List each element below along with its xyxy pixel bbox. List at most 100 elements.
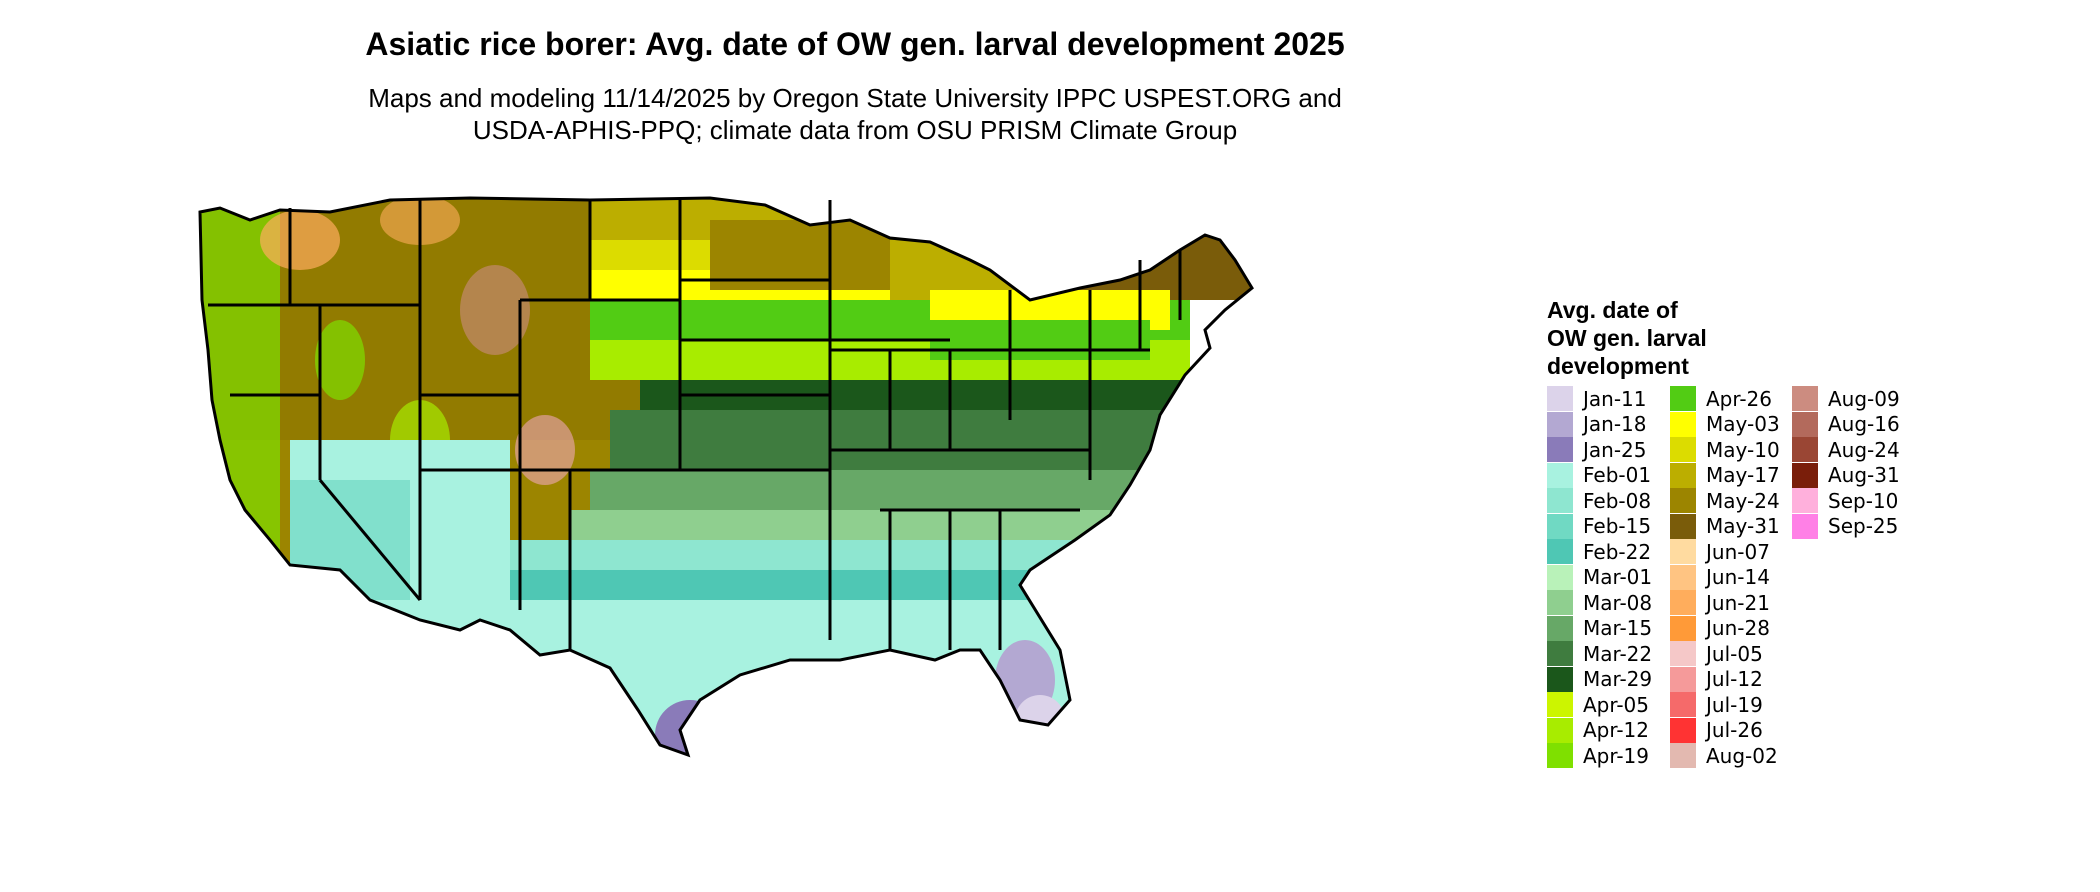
- legend-label: Jul-19: [1706, 692, 1763, 717]
- legend-item: May-24: [1670, 488, 1780, 513]
- legend-swatch: [1547, 386, 1573, 411]
- legend-swatch: [1547, 564, 1573, 590]
- legend-item: Apr-12: [1547, 717, 1649, 743]
- legend-item: Mar-08: [1547, 590, 1652, 615]
- legend-label: Jan-25: [1583, 437, 1647, 462]
- legend-swatch: [1670, 437, 1696, 462]
- legend-swatch: [1547, 437, 1573, 462]
- legend-label: Mar-01: [1583, 565, 1653, 589]
- legend-swatch: [1670, 513, 1696, 539]
- legend-swatch: [1670, 590, 1696, 615]
- legend-label: Mar-29: [1583, 667, 1653, 691]
- legend-item: Sep-10: [1792, 488, 1898, 513]
- legend-label: Jun-28: [1706, 616, 1770, 640]
- legend-item: Jun-28: [1670, 615, 1770, 641]
- legend-item: Mar-22: [1547, 641, 1652, 666]
- legend-swatch: [1670, 539, 1696, 564]
- legend-label: Jul-05: [1706, 641, 1763, 666]
- legend-item: Aug-24: [1792, 437, 1900, 462]
- legend-swatch: [1547, 462, 1573, 488]
- legend-title: Avg. date of OW gen. larval development: [1547, 296, 1767, 380]
- legend-swatch: [1670, 564, 1696, 590]
- legend-label: Jun-14: [1706, 565, 1770, 589]
- legend-label: May-17: [1706, 463, 1780, 487]
- subtitle-line-1: Maps and modeling 11/14/2025 by Oregon S…: [368, 83, 1342, 113]
- legend-swatch: [1792, 386, 1818, 411]
- legend-item: Jun-21: [1670, 590, 1770, 615]
- legend-swatch: [1792, 437, 1818, 462]
- legend-swatch: [1670, 386, 1696, 411]
- legend-swatch: [1547, 692, 1573, 717]
- legend-label: Feb-01: [1583, 463, 1652, 487]
- legend-label: Mar-15: [1583, 616, 1653, 640]
- legend-swatch: [1670, 666, 1696, 692]
- legend-swatch: [1547, 641, 1573, 666]
- legend-label: Sep-10: [1828, 488, 1899, 513]
- legend-item: Sep-25: [1792, 513, 1898, 539]
- legend-title-line-1: Avg. date of: [1547, 297, 1678, 323]
- legend-swatch: [1670, 692, 1696, 717]
- legend-label: Feb-08: [1583, 488, 1652, 513]
- legend-label: Aug-09: [1828, 386, 1900, 411]
- legend-swatch: [1792, 462, 1818, 488]
- legend-item: Jan-25: [1547, 437, 1647, 462]
- legend-item: Mar-15: [1547, 615, 1653, 641]
- legend-label: Apr-12: [1583, 718, 1649, 742]
- legend-swatch: [1547, 488, 1573, 513]
- map-title: Asiatic rice borer: Avg. date of OW gen.…: [365, 26, 1345, 62]
- legend-item: Aug-09: [1792, 386, 1900, 411]
- legend-swatch: [1670, 411, 1696, 437]
- legend-swatch: [1792, 488, 1818, 513]
- legend-label: Mar-08: [1583, 590, 1653, 615]
- state-borders: [198, 196, 1254, 758]
- legend-item: Mar-29: [1547, 666, 1653, 692]
- legend-swatch: [1670, 641, 1696, 666]
- legend-title-line-3: development: [1547, 353, 1689, 379]
- legend-item: May-10: [1670, 437, 1780, 462]
- legend-item: Apr-05: [1547, 692, 1649, 717]
- legend-label: Apr-05: [1583, 692, 1649, 717]
- legend-item: Feb-01: [1547, 462, 1652, 488]
- legend-item: Jul-26: [1670, 717, 1763, 743]
- legend-item: Mar-01: [1547, 564, 1653, 590]
- legend-title-line-2: OW gen. larval: [1547, 325, 1707, 351]
- legend-swatch: [1792, 411, 1818, 437]
- legend-item: Jul-19: [1670, 692, 1763, 717]
- legend-label: May-24: [1706, 488, 1780, 513]
- legend-swatch: [1547, 615, 1573, 641]
- legend-swatch: [1670, 615, 1696, 641]
- legend-swatch: [1547, 513, 1573, 539]
- legend-swatch: [1670, 488, 1696, 513]
- legend-item: Jul-12: [1670, 666, 1763, 692]
- legend-label: Aug-31: [1828, 463, 1900, 487]
- legend-label: Jan-18: [1583, 412, 1647, 436]
- legend-swatch: [1547, 411, 1573, 437]
- legend-item: Feb-08: [1547, 488, 1651, 513]
- legend-item: May-31: [1670, 513, 1780, 539]
- legend-item: Jan-18: [1547, 411, 1647, 437]
- legend-label: Jul-12: [1706, 667, 1763, 691]
- legend-label: May-31: [1706, 514, 1780, 538]
- legend-swatch: [1547, 590, 1573, 615]
- legend-label: Jun-21: [1706, 590, 1770, 615]
- map-subtitle: Maps and modeling 11/14/2025 by Oregon S…: [0, 82, 1710, 146]
- legend-item: Aug-02: [1670, 743, 1778, 768]
- legend-item: Feb-22: [1547, 539, 1651, 564]
- legend-item: Apr-26: [1670, 386, 1772, 411]
- legend-item: Aug-31: [1792, 462, 1900, 488]
- legend-label: Aug-24: [1828, 437, 1900, 462]
- legend-item: Jan-11: [1547, 386, 1647, 411]
- legend-label: Mar-22: [1583, 641, 1653, 666]
- legend-label: Apr-26: [1706, 386, 1772, 411]
- legend-label: Jun-07: [1706, 539, 1770, 564]
- legend-swatch: [1547, 717, 1573, 743]
- us-degree-day-map: [198, 196, 1254, 758]
- subtitle-line-2: USDA-APHIS-PPQ; climate data from OSU PR…: [472, 115, 1238, 145]
- legend-item: Aug-16: [1792, 411, 1900, 437]
- legend-label: Aug-16: [1828, 412, 1900, 436]
- legend-item: Apr-19: [1547, 743, 1649, 768]
- legend-swatch: [1547, 666, 1573, 692]
- legend-item: Jul-05: [1670, 641, 1763, 666]
- legend-label: Aug-02: [1706, 743, 1778, 768]
- legend-item: Jun-14: [1670, 564, 1770, 590]
